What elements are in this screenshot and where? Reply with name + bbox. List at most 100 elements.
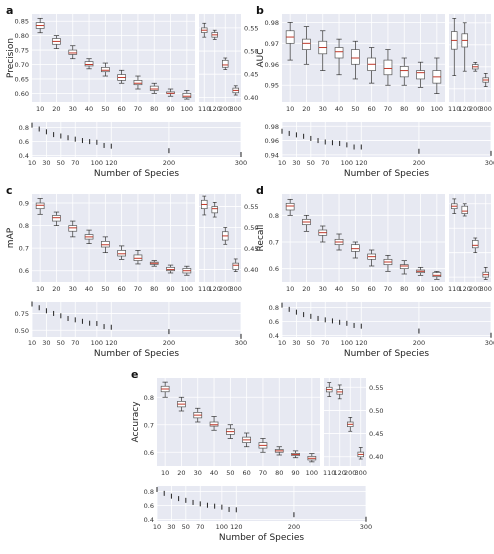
xtick-label: 200 — [469, 105, 481, 113]
overview-ytick-label: 0.6 — [19, 138, 29, 146]
x-axis-label: Number of Species — [94, 349, 179, 359]
main-plot-area — [282, 14, 445, 102]
xtick-label: 40 — [85, 105, 93, 113]
overview-ytick-label: 0.4 — [144, 516, 154, 524]
xtick-label: 100 — [431, 105, 443, 113]
overview-xtick-label: 30 — [292, 159, 300, 167]
x-axis-label: Number of Species — [344, 349, 429, 359]
right-plot-ytick-label: 0.45 — [244, 71, 258, 79]
box-body — [399, 264, 409, 270]
main-plot-ytick-label: 0.9 — [19, 200, 29, 208]
overview-ytick-label: 0.75 — [15, 310, 29, 318]
box-20 — [302, 214, 311, 232]
overview-xtick-label: 300 — [360, 523, 372, 531]
xtick-label: 50 — [226, 469, 234, 477]
y-axis-label: mAP — [6, 227, 16, 248]
box-body — [182, 92, 192, 99]
xtick-label: 120 — [459, 285, 471, 293]
main-plot-ytick-label: 0.6 — [269, 265, 279, 273]
x-axis-label: Number of Species — [94, 169, 179, 179]
xtick-label: 30 — [69, 105, 77, 113]
overview-xtick-label: 300 — [235, 159, 247, 167]
box-body — [68, 49, 78, 55]
box-body — [68, 225, 78, 232]
main-plot-area — [282, 194, 445, 282]
xtick-label: 20 — [52, 285, 60, 293]
xtick-label: 90 — [291, 469, 299, 477]
xtick-label: 80 — [400, 285, 408, 293]
box-body — [383, 59, 393, 76]
xtick-label: 300 — [355, 469, 367, 477]
right-plot-ytick-label: 0.50 — [244, 48, 258, 56]
right-plot-ytick-label: 0.45 — [369, 430, 383, 438]
box-90 — [291, 450, 300, 459]
box-110 — [326, 382, 333, 397]
overview-xtick-label: 30 — [42, 159, 50, 167]
panel-letter: c — [6, 184, 13, 197]
overview-ytick-label: 0.6 — [144, 502, 154, 510]
box-110 — [201, 22, 208, 38]
right-plot-ytick-label: 0.55 — [369, 384, 383, 392]
box-60 — [117, 245, 127, 260]
main-plot-ytick-label: 0.60 — [15, 90, 29, 98]
box-body — [302, 38, 311, 50]
box-body — [100, 67, 110, 73]
xtick-label: 200 — [469, 285, 481, 293]
box-100 — [307, 453, 317, 463]
main-plot-area — [157, 378, 320, 466]
overview-ytick-label: 0.98 — [265, 123, 279, 131]
overview-xtick-label: 30 — [167, 523, 175, 531]
xtick-label: 70 — [134, 285, 142, 293]
overview-xtick-label: 300 — [485, 159, 494, 167]
box-80 — [149, 82, 159, 94]
xtick-label: 40 — [210, 469, 218, 477]
overview-plot-area — [282, 122, 491, 157]
xtick-label: 50 — [101, 285, 109, 293]
xtick-label: 300 — [480, 105, 492, 113]
xtick-label: 110 — [323, 469, 335, 477]
overview-xtick-label: 10 — [278, 159, 286, 167]
box-body — [472, 240, 479, 249]
y-axis-label: Accuracy — [131, 401, 141, 443]
box-body — [432, 272, 442, 278]
xtick-label: 80 — [400, 105, 408, 113]
xtick-label: 40 — [335, 105, 343, 113]
box-30 — [68, 45, 78, 60]
box-120 — [211, 202, 218, 218]
xtick-label: 70 — [384, 105, 392, 113]
main-plot-ytick-label: 0.70 — [15, 61, 29, 69]
box-body — [133, 254, 143, 261]
overview-xtick-label: 50 — [307, 339, 315, 347]
box-body — [133, 80, 143, 86]
overview-plot-area — [32, 302, 241, 337]
panel-b: b AUC 0.95 0.96 0.97 0.98 10 20 30 40 50 60 70 80 90 10… — [256, 4, 494, 179]
box-70 — [383, 49, 393, 86]
box-120 — [211, 29, 218, 40]
box-200 — [222, 57, 229, 70]
box-40 — [84, 58, 94, 70]
overview-xtick-label: 10 — [153, 523, 161, 531]
box-300 — [482, 73, 489, 87]
box-80 — [399, 57, 409, 86]
box-90 — [416, 61, 425, 88]
overview-xtick-label: 200 — [413, 159, 425, 167]
xtick-label: 70 — [134, 105, 142, 113]
xtick-label: 60 — [243, 469, 251, 477]
main-plot-ytick-label: 0.8 — [269, 212, 279, 220]
xtick-label: 50 — [101, 105, 109, 113]
xtick-label: 50 — [351, 105, 359, 113]
overview-xtick-label: 10 — [28, 339, 36, 347]
box-body — [351, 49, 360, 65]
y-axis-label: Recall — [256, 225, 266, 252]
box-80 — [399, 260, 409, 275]
box-70 — [383, 254, 393, 272]
overview-ytick-label: 0.8 — [19, 124, 29, 132]
xtick-label: 40 — [335, 285, 343, 293]
box-40 — [209, 416, 219, 431]
overview-ytick-label: 0.8 — [269, 304, 279, 312]
box-body — [461, 205, 468, 214]
xtick-label: 70 — [384, 285, 392, 293]
overview-ytick-label: 0.96 — [265, 137, 279, 145]
overview-ytick-label: 0.4 — [19, 152, 29, 160]
xtick-label: 300 — [480, 285, 492, 293]
